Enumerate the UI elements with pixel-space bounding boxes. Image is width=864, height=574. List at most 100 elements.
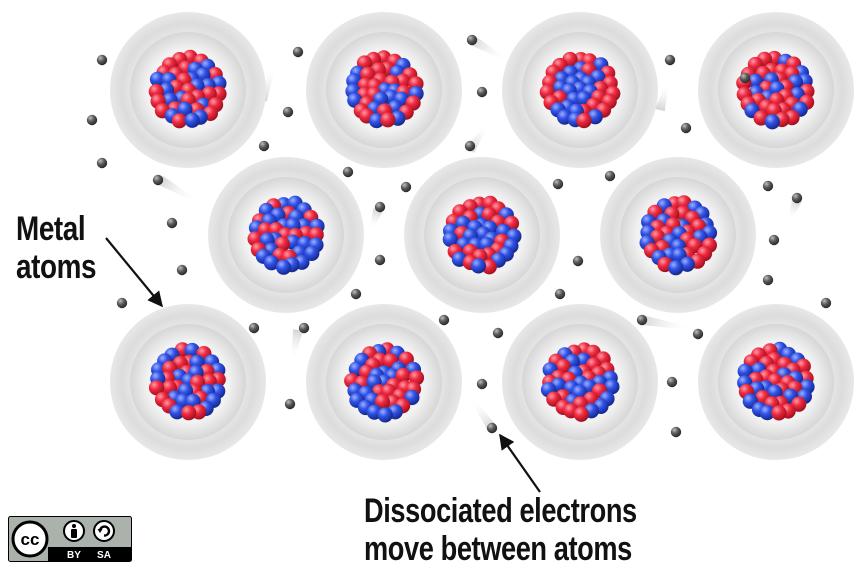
metal-atoms-label-line1: Metal xyxy=(16,210,86,248)
share-alike-icon xyxy=(93,520,115,542)
metal-atom xyxy=(698,304,854,460)
nucleus xyxy=(540,342,620,422)
electron-trail xyxy=(641,315,692,331)
neutron xyxy=(263,255,280,271)
electron xyxy=(762,180,774,192)
metal-atom xyxy=(306,304,462,460)
cc-icon-text: cc xyxy=(21,530,40,549)
metal-atom xyxy=(110,12,266,168)
electron-trails xyxy=(157,35,802,431)
electron xyxy=(284,398,296,410)
proton xyxy=(573,406,589,422)
proton xyxy=(274,236,290,252)
cc-icon: cc xyxy=(11,520,49,558)
nucleus xyxy=(345,50,424,129)
free-electrons xyxy=(86,34,832,438)
neutron xyxy=(369,113,385,129)
electron xyxy=(298,322,310,334)
neutron xyxy=(304,245,320,261)
electron xyxy=(466,34,478,46)
electron xyxy=(86,114,98,126)
neutron xyxy=(764,114,780,130)
electron xyxy=(670,426,682,438)
metal-atom xyxy=(404,157,560,313)
electron xyxy=(176,264,188,276)
metal-atom xyxy=(502,12,658,168)
neutron xyxy=(184,112,200,128)
electron xyxy=(96,157,108,169)
electron xyxy=(636,314,648,326)
attribution-icon xyxy=(63,520,85,542)
metal-atoms-label: Metal atoms xyxy=(16,210,96,286)
electron-trail xyxy=(469,35,508,62)
electron-trail xyxy=(157,175,198,203)
proton xyxy=(148,380,165,396)
electron xyxy=(374,254,386,266)
electron xyxy=(680,122,692,134)
metal-atoms xyxy=(110,12,854,460)
license-by-text: BY xyxy=(67,550,81,561)
neutron xyxy=(184,342,200,359)
metal-atom xyxy=(698,12,854,168)
electron xyxy=(552,178,564,190)
license-sa-text: SA xyxy=(97,550,111,561)
electron xyxy=(400,181,412,193)
electron xyxy=(820,297,832,309)
metal-atom xyxy=(502,304,658,460)
electron xyxy=(604,170,616,182)
electron xyxy=(292,46,304,58)
neutron xyxy=(668,260,684,276)
neutron xyxy=(679,256,695,272)
electron xyxy=(492,327,504,339)
proton xyxy=(171,113,187,129)
nucleus xyxy=(442,195,522,275)
dissociated-electrons-label: Dissociated electrons move between atoms xyxy=(364,492,637,568)
proton xyxy=(395,367,411,384)
neutron xyxy=(737,363,753,379)
proton xyxy=(380,112,396,128)
metal-atom xyxy=(306,12,462,168)
electron-trail xyxy=(655,82,669,112)
neutron xyxy=(149,71,166,87)
electron xyxy=(762,274,774,286)
electron xyxy=(258,140,270,152)
nucleus xyxy=(737,341,815,421)
nucleus xyxy=(639,195,718,276)
electron xyxy=(554,288,566,300)
electron xyxy=(476,378,488,390)
neutron xyxy=(169,404,185,420)
metal-atoms-arrow xyxy=(105,237,163,308)
electron-trail xyxy=(788,198,802,222)
electron xyxy=(96,54,108,66)
electron xyxy=(572,255,584,267)
neutron xyxy=(759,405,775,421)
electron xyxy=(350,288,362,300)
electron xyxy=(739,72,751,84)
electron xyxy=(664,54,676,66)
dissociated-electrons-label-line2: move between atoms xyxy=(364,530,632,568)
metal-atom xyxy=(600,157,756,313)
neutron xyxy=(470,258,486,274)
neutron xyxy=(767,384,783,400)
electron xyxy=(692,328,704,340)
proton xyxy=(481,259,497,275)
electron xyxy=(476,86,488,98)
electron xyxy=(342,166,354,178)
cc-by-sa-license-badge: cc BY SA xyxy=(8,516,132,562)
proton xyxy=(181,405,197,421)
metal-atom xyxy=(208,157,364,313)
electron xyxy=(791,192,803,204)
electron xyxy=(152,174,164,186)
neutron xyxy=(377,407,393,423)
electron xyxy=(464,140,476,152)
electron-trail xyxy=(369,208,383,230)
electron xyxy=(282,106,294,118)
dissociated-electrons-label-line1: Dissociated electrons xyxy=(364,492,637,530)
electron-trail xyxy=(471,399,497,431)
nucleus xyxy=(539,51,621,129)
metal-atoms-label-line2: atoms xyxy=(16,248,97,286)
electron xyxy=(768,234,780,246)
electron xyxy=(374,201,386,213)
proton xyxy=(374,394,390,410)
